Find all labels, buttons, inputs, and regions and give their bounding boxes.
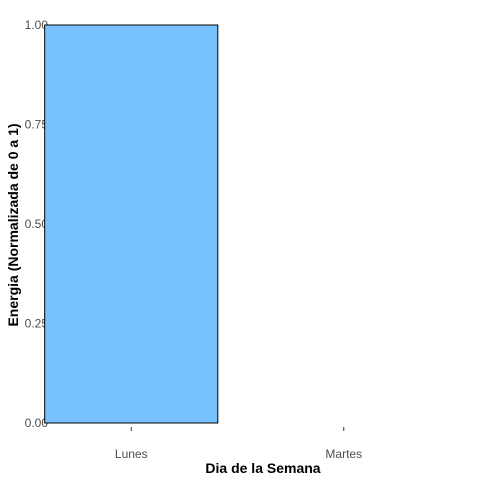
y-tick-label: 1.00 [25,18,49,32]
y-tick-label: 0.75 [25,118,49,132]
y-tick-label: 0.50 [25,217,49,231]
y-tick-label: 0.25 [25,317,49,331]
x-axis-ticks: Lunes Martes [115,427,362,461]
y-axis-title: Energia (Normalizada de 0 a 1) [5,123,21,326]
y-axis-ticks: 0.00 0.25 0.50 0.75 1.00 [25,18,55,430]
y-tick-label: 0.00 [25,416,49,430]
x-axis-title: Dia de la Semana [205,460,320,476]
x-tick-label: Lunes [115,447,148,461]
x-tick-label: Martes [325,447,362,461]
bars [44,24,219,424]
bar-lunes [44,24,219,424]
